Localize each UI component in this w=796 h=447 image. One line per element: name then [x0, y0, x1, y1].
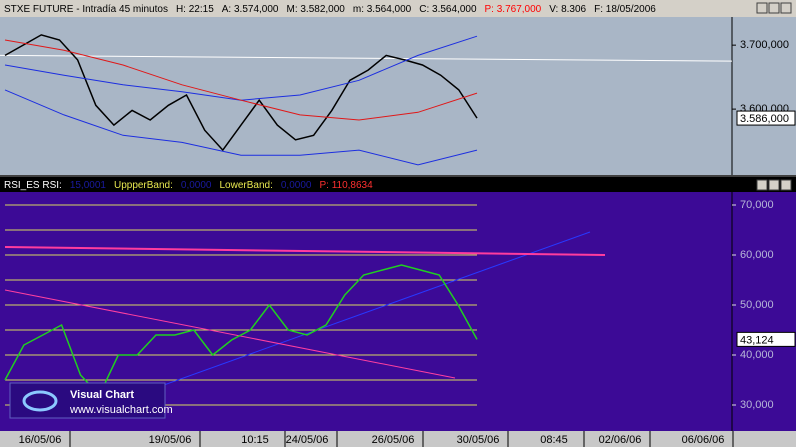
panel-header — [0, 0, 796, 17]
logo-title: Visual Chart — [70, 389, 134, 401]
x-tick-label: 02/06/06 — [599, 434, 642, 446]
logo-icon — [22, 390, 58, 412]
trendline — [4, 246, 606, 256]
logo-url: www.visualchart.com — [69, 404, 173, 416]
x-tick-label: 19/05/06 — [149, 434, 192, 446]
window-button-close[interactable] — [780, 179, 792, 191]
x-tick-label: 06/06/06 — [682, 434, 725, 446]
panel-bg — [0, 17, 796, 175]
header-text: V: 8.306 — [549, 4, 586, 15]
window-button-min[interactable] — [756, 179, 768, 191]
price-line — [4, 264, 478, 397]
header-text: LowerBand: — [220, 180, 273, 191]
header-text: C: 3.564,000 — [419, 4, 477, 15]
window-button-min[interactable] — [756, 2, 768, 14]
x-tick-label: 08:45 — [540, 434, 568, 446]
header-text: M: 3.582,000 — [286, 4, 345, 15]
panel-header — [0, 177, 796, 192]
header-text: STXE FUTURE - Intradía 45 minutos — [4, 4, 168, 15]
header-text: A: 3.574,000 — [222, 4, 279, 15]
x-tick-label: 26/05/06 — [372, 434, 415, 446]
y-tick-label: 70,000 — [740, 199, 774, 211]
last-value-label: 3.586,000 — [740, 113, 789, 125]
indicator-line — [4, 39, 478, 121]
header-text: 0,0000 — [181, 180, 212, 191]
y-tick-label: 40,000 — [740, 349, 774, 361]
y-tick-label: 60,000 — [740, 249, 774, 261]
header-text: UppperBand: — [114, 180, 173, 191]
last-value-box — [736, 331, 796, 347]
x-axis-bg — [0, 431, 796, 447]
window-button-max[interactable] — [768, 179, 780, 191]
last-value-label: 43,124 — [740, 334, 774, 346]
trendline — [149, 231, 591, 391]
y-tick-label: 3.700,000 — [740, 39, 789, 51]
header-text: P: 3.767,000 — [485, 4, 542, 15]
x-tick-label: 10:15 — [241, 434, 269, 446]
header-text: H: 22:15 — [176, 4, 214, 15]
indicator-line — [4, 89, 478, 166]
window-button-max[interactable] — [768, 2, 780, 14]
x-tick-label: 30/05/06 — [457, 434, 500, 446]
y-tick-label: 50,000 — [740, 299, 774, 311]
last-value-box — [736, 110, 796, 126]
window-button-close[interactable] — [780, 2, 792, 14]
logo-box — [9, 382, 166, 419]
panel-divider — [0, 175, 796, 177]
header-text: 0,0000 — [281, 180, 312, 191]
header-text: F: 18/05/2006 — [594, 4, 656, 15]
header-text: m: 3.564,000 — [353, 4, 412, 15]
price-line — [4, 34, 478, 152]
y-tick-label: 30,000 — [740, 399, 774, 411]
x-tick-label: 24/05/06 — [286, 434, 329, 446]
trendline — [0, 54, 733, 62]
header-text: RSI_ES RSI: — [4, 180, 62, 191]
x-tick-label: 16/05/06 — [19, 434, 62, 446]
header-text: P: 110,8634 — [319, 180, 373, 191]
trendline — [4, 289, 456, 379]
header-text: 15,0001 — [70, 180, 107, 191]
